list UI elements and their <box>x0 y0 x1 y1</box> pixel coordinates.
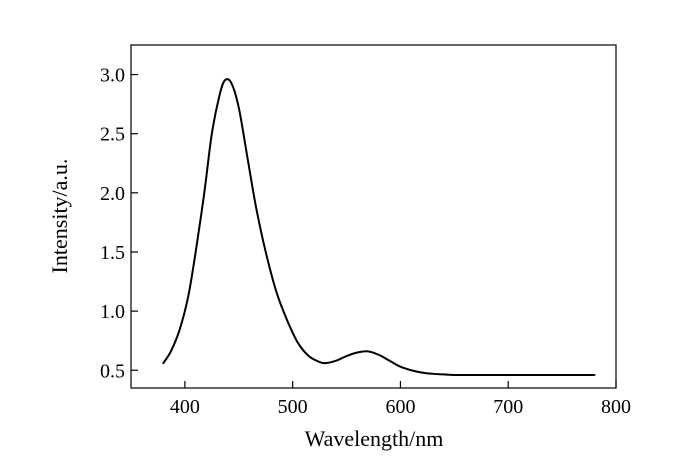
x-tick-label: 400 <box>170 396 200 418</box>
y-tick-label: 0.5 <box>100 360 125 382</box>
x-tick-label: 600 <box>385 396 415 418</box>
x-axis-title: Wavelength/nm <box>305 426 444 451</box>
y-tick-label: 3.0 <box>100 65 125 87</box>
x-tick-label: 500 <box>278 396 308 418</box>
series-line <box>162 78 596 377</box>
y-tick-label: 1.0 <box>100 301 125 323</box>
x-axis: 400 500 600 700 800 <box>170 381 631 418</box>
x-tick-label: 800 <box>601 396 631 418</box>
x-tick-label: 700 <box>493 396 523 418</box>
y-tick-label: 2.5 <box>100 124 125 146</box>
plot-frame <box>130 44 617 389</box>
y-tick-label: 2.0 <box>100 183 125 205</box>
y-tick-label: 1.5 <box>100 242 125 264</box>
y-axis-title: Intensity/a.u. <box>47 159 72 274</box>
y-axis: 0.5 1.0 1.5 2.0 2.5 3.0 <box>100 65 138 382</box>
